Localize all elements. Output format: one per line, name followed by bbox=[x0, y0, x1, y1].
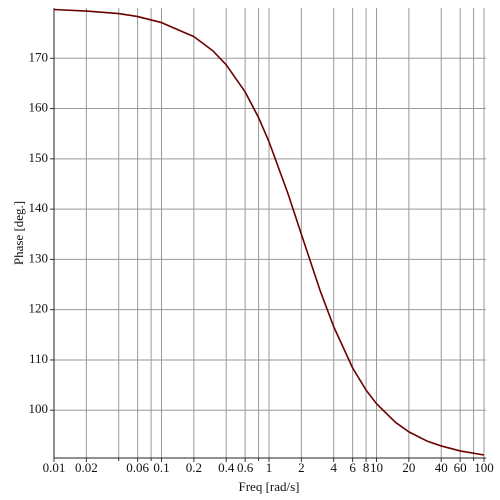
x-tick-label: 8 bbox=[363, 460, 370, 475]
x-tick-label: 100 bbox=[474, 460, 494, 475]
x-tick-label: 0.06 bbox=[126, 460, 149, 475]
x-axis-label: Freq [rad/s] bbox=[238, 479, 299, 494]
y-tick-label: 160 bbox=[29, 100, 49, 115]
data-line bbox=[53, 8, 485, 456]
y-tick-label: 140 bbox=[29, 200, 49, 215]
y-tick-label: 120 bbox=[29, 301, 49, 316]
y-tick-label: 150 bbox=[29, 150, 49, 165]
x-tick-label: 0.2 bbox=[186, 460, 202, 475]
x-tick-label: 0.6 bbox=[237, 460, 254, 475]
x-tick-label: 6 bbox=[349, 460, 356, 475]
x-tick-label: 40 bbox=[435, 460, 448, 475]
y-tick-label: 130 bbox=[29, 250, 49, 265]
y-tick-label: 100 bbox=[29, 401, 49, 416]
x-tick-label: 10 bbox=[370, 460, 383, 475]
x-tick-label: 0.01 bbox=[43, 460, 66, 475]
x-tick-label: 0.4 bbox=[218, 460, 235, 475]
x-tick-label: 2 bbox=[298, 460, 305, 475]
x-tick-label: 0.02 bbox=[75, 460, 98, 475]
y-axis-label: Phase [deg.] bbox=[11, 201, 26, 265]
y-tick-label: 170 bbox=[29, 49, 49, 64]
x-tick-label: 0.1 bbox=[153, 460, 169, 475]
x-tick-label: 1 bbox=[266, 460, 273, 475]
x-tick-label: 60 bbox=[454, 460, 467, 475]
y-tick-label: 110 bbox=[29, 351, 48, 366]
x-tick-label: 20 bbox=[402, 460, 415, 475]
x-tick-label: 4 bbox=[330, 460, 337, 475]
